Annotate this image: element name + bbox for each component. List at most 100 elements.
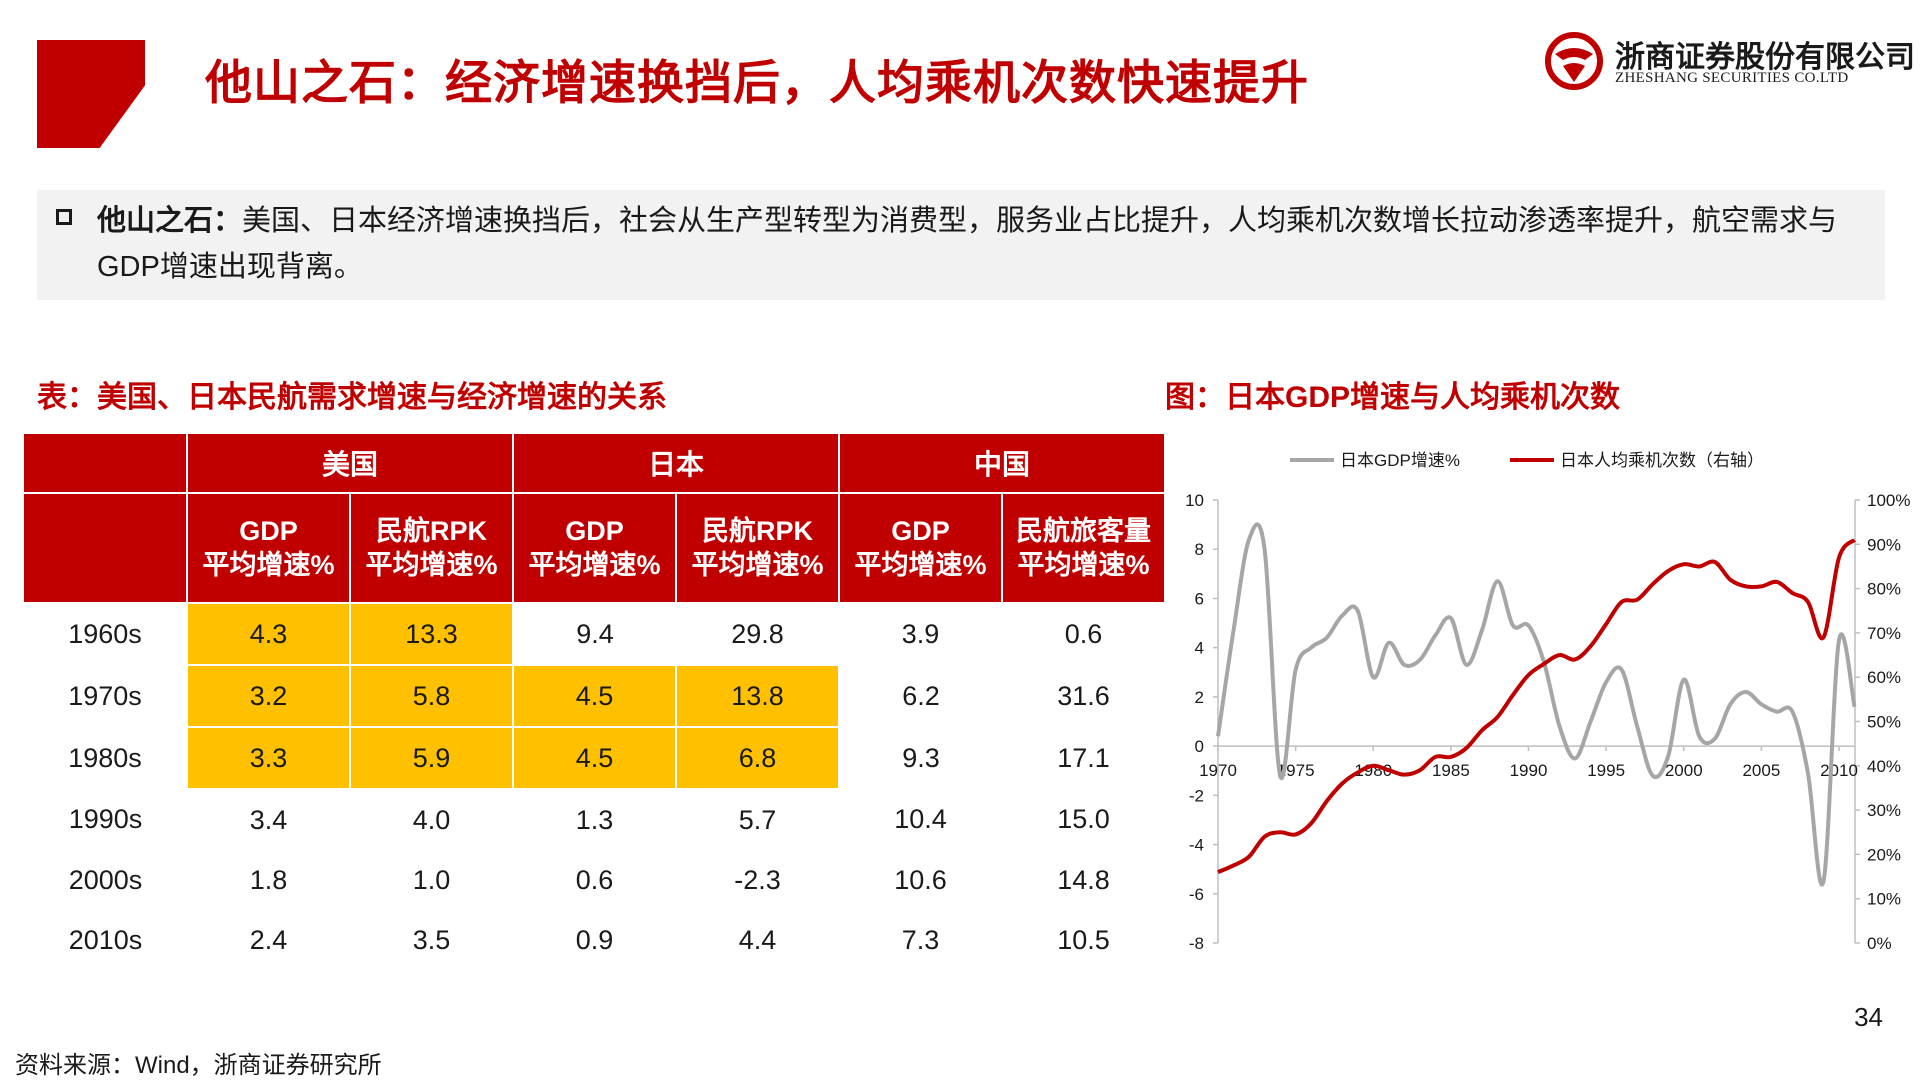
table-cell: 3.4 xyxy=(249,804,288,835)
logo-company-name-en: ZHESHANG SECURITIES CO.LTD xyxy=(1615,70,1849,86)
x-tick-label: 1985 xyxy=(1432,761,1470,780)
table-cell: 5.9 xyxy=(349,726,514,790)
group-header-china: 中国 xyxy=(838,432,1166,494)
right-tick-label: 90% xyxy=(1867,535,1901,554)
table-cell: 31.6 xyxy=(1057,680,1110,711)
subheader-cn-passengers: 民航旅客量 平均增速% xyxy=(1001,492,1166,604)
table-cell: 13.8 xyxy=(675,664,840,728)
subheader-us-gdp: GDP 平均增速% xyxy=(186,492,351,604)
table-cell: 5.8 xyxy=(349,664,514,728)
x-tick-label: 2005 xyxy=(1742,761,1780,780)
table-cell: 5.7 xyxy=(738,804,777,835)
subheader-cn-gdp: GDP 平均增速% xyxy=(838,492,1003,604)
legend-label: 日本GDP增速% xyxy=(1340,451,1460,470)
table-cell: 10.6 xyxy=(894,864,947,895)
right-tick-label: 100% xyxy=(1867,491,1910,510)
bullet-square-icon xyxy=(56,209,72,225)
right-tick-label: 60% xyxy=(1867,668,1901,687)
page-number: 34 xyxy=(1854,1002,1883,1032)
table-corner-cell xyxy=(24,432,188,494)
right-tick-label: 20% xyxy=(1867,845,1901,864)
table-corner-cell xyxy=(24,492,188,604)
table-title: 表：美国、日本民航需求增速与经济增速的关系 xyxy=(37,381,667,414)
table-cell: 1.8 xyxy=(249,864,288,895)
right-tick-label: 50% xyxy=(1867,713,1901,732)
header-accent-shape xyxy=(37,40,145,148)
x-tick-label: 1995 xyxy=(1587,761,1625,780)
logo-company-name-cn: 浙商证券股份有限公司 xyxy=(1615,41,1915,74)
company-logo: 浙商证券股份有限公司 ZHESHANG SECURITIES CO.LTD xyxy=(1545,32,1915,94)
left-tick-label: 0 xyxy=(1195,737,1204,756)
table-cell: 4.4 xyxy=(738,924,777,955)
source-note: 资料来源：Wind，浙商证券研究所 xyxy=(15,1052,382,1079)
x-tick-label: 2000 xyxy=(1665,761,1703,780)
left-tick-label: 2 xyxy=(1195,688,1204,707)
table-cell: 3.3 xyxy=(186,726,351,790)
table-cell: -2.3 xyxy=(734,864,781,895)
table-row: 2010s 2.4 3.5 0.9 4.4 7.3 10.5 xyxy=(24,910,1165,970)
table-cell: 10.4 xyxy=(894,804,947,834)
table-cell: 1.3 xyxy=(575,804,614,835)
table-cell: 4.5 xyxy=(512,664,677,728)
left-tick-label: 10 xyxy=(1185,491,1204,510)
summary-body: 美国、日本经济增速换挡后，社会从生产型转型为消费型，服务业占比提升，人均乘机次数… xyxy=(97,205,1838,283)
row-label: 1960s xyxy=(68,619,142,649)
summary-text: 他山之石：美国、日本经济增速换挡后，社会从生产型转型为消费型，服务业占比提升，人… xyxy=(97,198,1867,290)
x-tick-label: 1990 xyxy=(1510,761,1548,780)
x-tick-label: 2010 xyxy=(1820,761,1858,780)
growth-table: 美国 日本 中国 GDP 平均增速% 民航RPK 平均增速% GDP 平均增速% 民航… xyxy=(24,432,1166,970)
table-row: 1980s 3.3 5.9 4.5 6.8 9.3 17.1 xyxy=(24,726,1165,790)
left-tick-label: -4 xyxy=(1189,836,1204,855)
page-title: 他山之石：经济增速换挡后，人均乘机次数快速提升 xyxy=(205,56,1309,109)
left-tick-label: -8 xyxy=(1189,934,1204,953)
left-tick-label: -6 xyxy=(1189,885,1204,904)
group-header-japan: 日本 xyxy=(512,432,840,494)
table-cell: 15.0 xyxy=(1057,804,1110,834)
x-tick-label: 1970 xyxy=(1199,761,1237,780)
table-cell: 9.4 xyxy=(576,618,614,649)
left-tick-label: 4 xyxy=(1195,639,1204,658)
table-cell: 9.3 xyxy=(902,742,940,773)
row-label: 1980s xyxy=(68,742,142,773)
right-tick-label: 70% xyxy=(1867,624,1901,643)
table-cell: 14.8 xyxy=(1057,864,1110,895)
subheader-us-rpk: 民航RPK 平均增速% xyxy=(349,492,514,604)
right-tick-label: 10% xyxy=(1867,890,1901,909)
table-cell: 7.3 xyxy=(901,924,940,955)
subheader-jp-gdp: GDP 平均增速% xyxy=(512,492,677,604)
table-subheader-row: GDP 平均增速% 民航RPK 平均增速% GDP 平均增速% 民航RPK 平均增速% … xyxy=(24,492,1166,604)
japan-gdp-flights-chart: 10 8 6 4 2 0 -2 -4 -6 -8 100% 90% 80% 70% 60% 50% 40% 30%… xyxy=(1185,451,1910,953)
left-tick-label: 6 xyxy=(1195,589,1204,608)
left-tick-label: -2 xyxy=(1189,786,1204,805)
table-cell: 6.2 xyxy=(902,680,940,711)
table-cell: 1.0 xyxy=(412,864,451,895)
table-cell: 4.3 xyxy=(186,602,351,666)
right-tick-label: 80% xyxy=(1867,580,1901,599)
left-tick-label: 8 xyxy=(1195,540,1204,559)
table-row: 1960s 4.3 13.3 9.4 29.8 3.9 0.6 xyxy=(24,602,1165,666)
right-tick-label: 30% xyxy=(1867,801,1901,820)
gdp-growth-line xyxy=(1216,522,1857,887)
table-cell: 4.0 xyxy=(412,804,451,835)
right-tick-label: 0% xyxy=(1867,934,1892,953)
table-cell: 3.2 xyxy=(186,664,351,728)
table-cell: 29.8 xyxy=(731,618,784,649)
table-row: 1970s 3.2 5.8 4.5 13.8 6.2 31.6 xyxy=(24,664,1165,728)
row-label: 2010s xyxy=(68,924,143,955)
table-cell: 0.6 xyxy=(1064,619,1103,649)
table-cell: 4.5 xyxy=(512,726,677,790)
row-label: 2000s xyxy=(68,864,143,895)
table-cell: 10.5 xyxy=(1057,924,1110,955)
legend-label: 日本人均乘机次数（右轴） xyxy=(1560,451,1764,470)
row-label: 1990s xyxy=(68,804,143,834)
row-label: 1970s xyxy=(68,680,142,711)
subheader-jp-rpk: 民航RPK 平均增速% xyxy=(675,492,840,604)
summary-box: 他山之石：美国、日本经济增速换挡后，社会从生产型转型为消费型，服务业占比提升，人… xyxy=(37,190,1885,300)
zheshang-logo-icon xyxy=(1545,32,1603,90)
table-cell: 6.8 xyxy=(675,726,840,790)
table-cell: 3.9 xyxy=(901,619,940,649)
table-cell: 0.9 xyxy=(575,924,614,955)
flights-per-capita-line xyxy=(1217,538,1857,874)
table-row: 2000s 1.8 1.0 0.6 -2.3 10.6 14.8 xyxy=(24,850,1165,910)
table-cell: 3.5 xyxy=(412,924,451,955)
